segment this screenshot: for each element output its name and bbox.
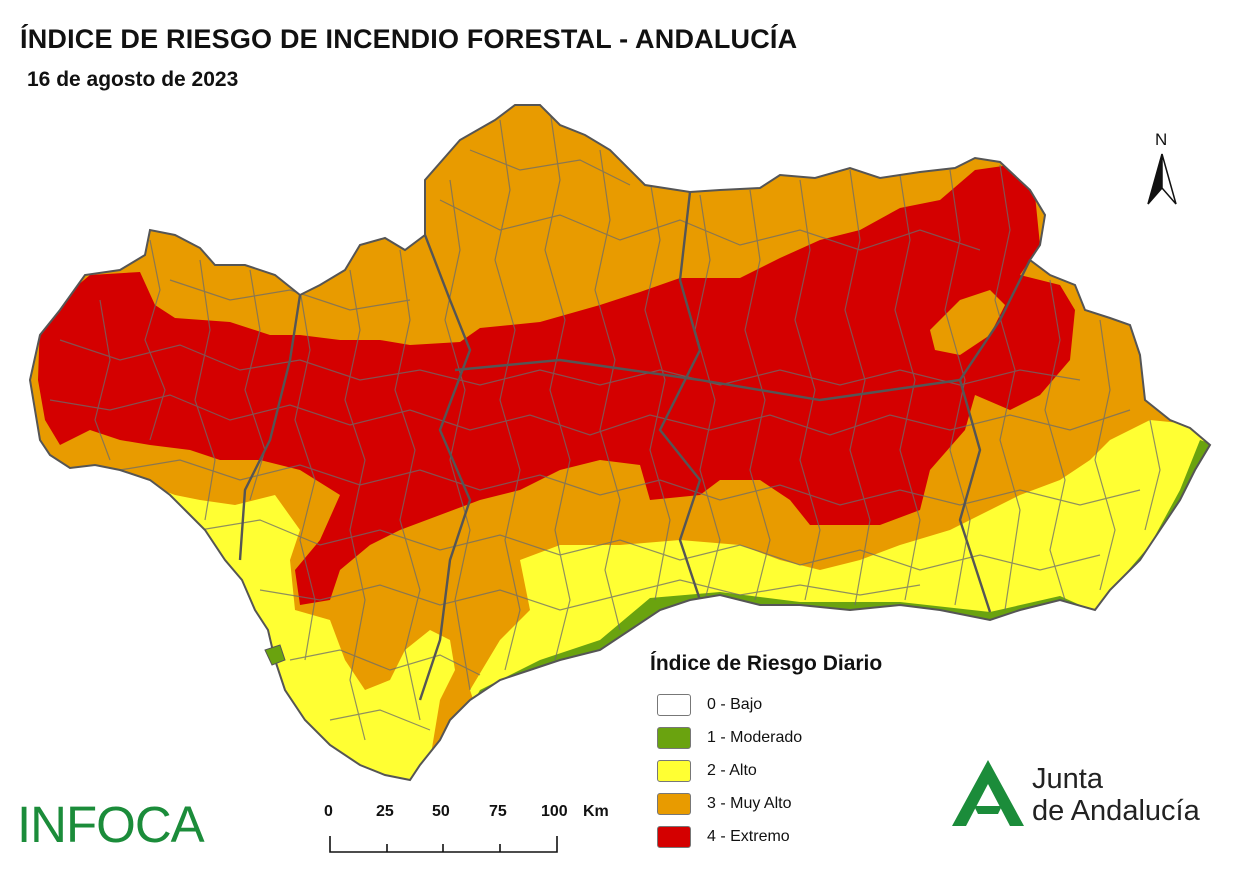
legend-item: 1 - Moderado xyxy=(650,721,882,754)
scale-label-0: 0 xyxy=(324,803,333,820)
legend-label: 2 - Alto xyxy=(707,761,757,779)
risk-zone-extremo xyxy=(38,165,1075,605)
infoca-logo: INFOCA xyxy=(17,796,205,853)
scale-unit: Km xyxy=(583,803,609,820)
scale-label-50: 50 xyxy=(432,803,450,820)
map-date: 16 de agosto de 2023 xyxy=(27,68,239,91)
legend-swatch xyxy=(657,726,691,749)
municipal-boundaries xyxy=(49,109,1161,741)
coast-detail xyxy=(264,644,286,666)
map-title: ÍNDICE DE RIESGO DE INCENDIO FORESTAL - … xyxy=(20,24,798,54)
legend-swatch xyxy=(657,693,691,716)
scale-label-100: 100 xyxy=(541,803,568,820)
scale-bar-graphic xyxy=(329,836,558,853)
legend-item: 4 - Extremo xyxy=(650,820,882,853)
legend-item: 3 - Muy Alto xyxy=(650,787,882,820)
legend-item: 2 - Alto xyxy=(650,754,882,787)
legend-label: 3 - Muy Alto xyxy=(707,794,792,812)
risk-zone-muy-alto xyxy=(930,290,1005,355)
legend: Índice de Riesgo Diario 0 - Bajo 1 - Mode… xyxy=(650,652,882,853)
north-label: N xyxy=(1155,130,1168,149)
junta-line1: Junta xyxy=(1032,763,1103,795)
legend-label: 0 - Bajo xyxy=(707,695,763,713)
risk-zone-alto xyxy=(470,420,1210,720)
junta-logo-icon xyxy=(952,760,1024,826)
north-arrow-icon xyxy=(1147,153,1177,205)
legend-swatch xyxy=(657,792,691,815)
risk-zone-moderado xyxy=(470,592,1080,708)
scale-bar: 0 25 50 75 100 Km xyxy=(320,800,609,860)
legend-swatch xyxy=(657,825,691,848)
scale-label-75: 75 xyxy=(489,803,507,820)
risk-zone-moderado xyxy=(1100,440,1210,612)
legend-title: Índice de Riesgo Diario xyxy=(650,652,883,675)
north-arrow: N xyxy=(1140,130,1184,210)
province-boundaries xyxy=(238,191,1032,701)
scale-label-25: 25 xyxy=(376,803,394,820)
legend-item: 0 - Bajo xyxy=(650,688,882,721)
junta-andalucia-logo: Junta de Andalucía xyxy=(948,758,1218,830)
legend-label: 4 - Extremo xyxy=(707,827,790,845)
junta-line2: de Andalucía xyxy=(1032,795,1200,827)
legend-swatch xyxy=(657,759,691,782)
legend-label: 1 - Moderado xyxy=(707,728,803,746)
